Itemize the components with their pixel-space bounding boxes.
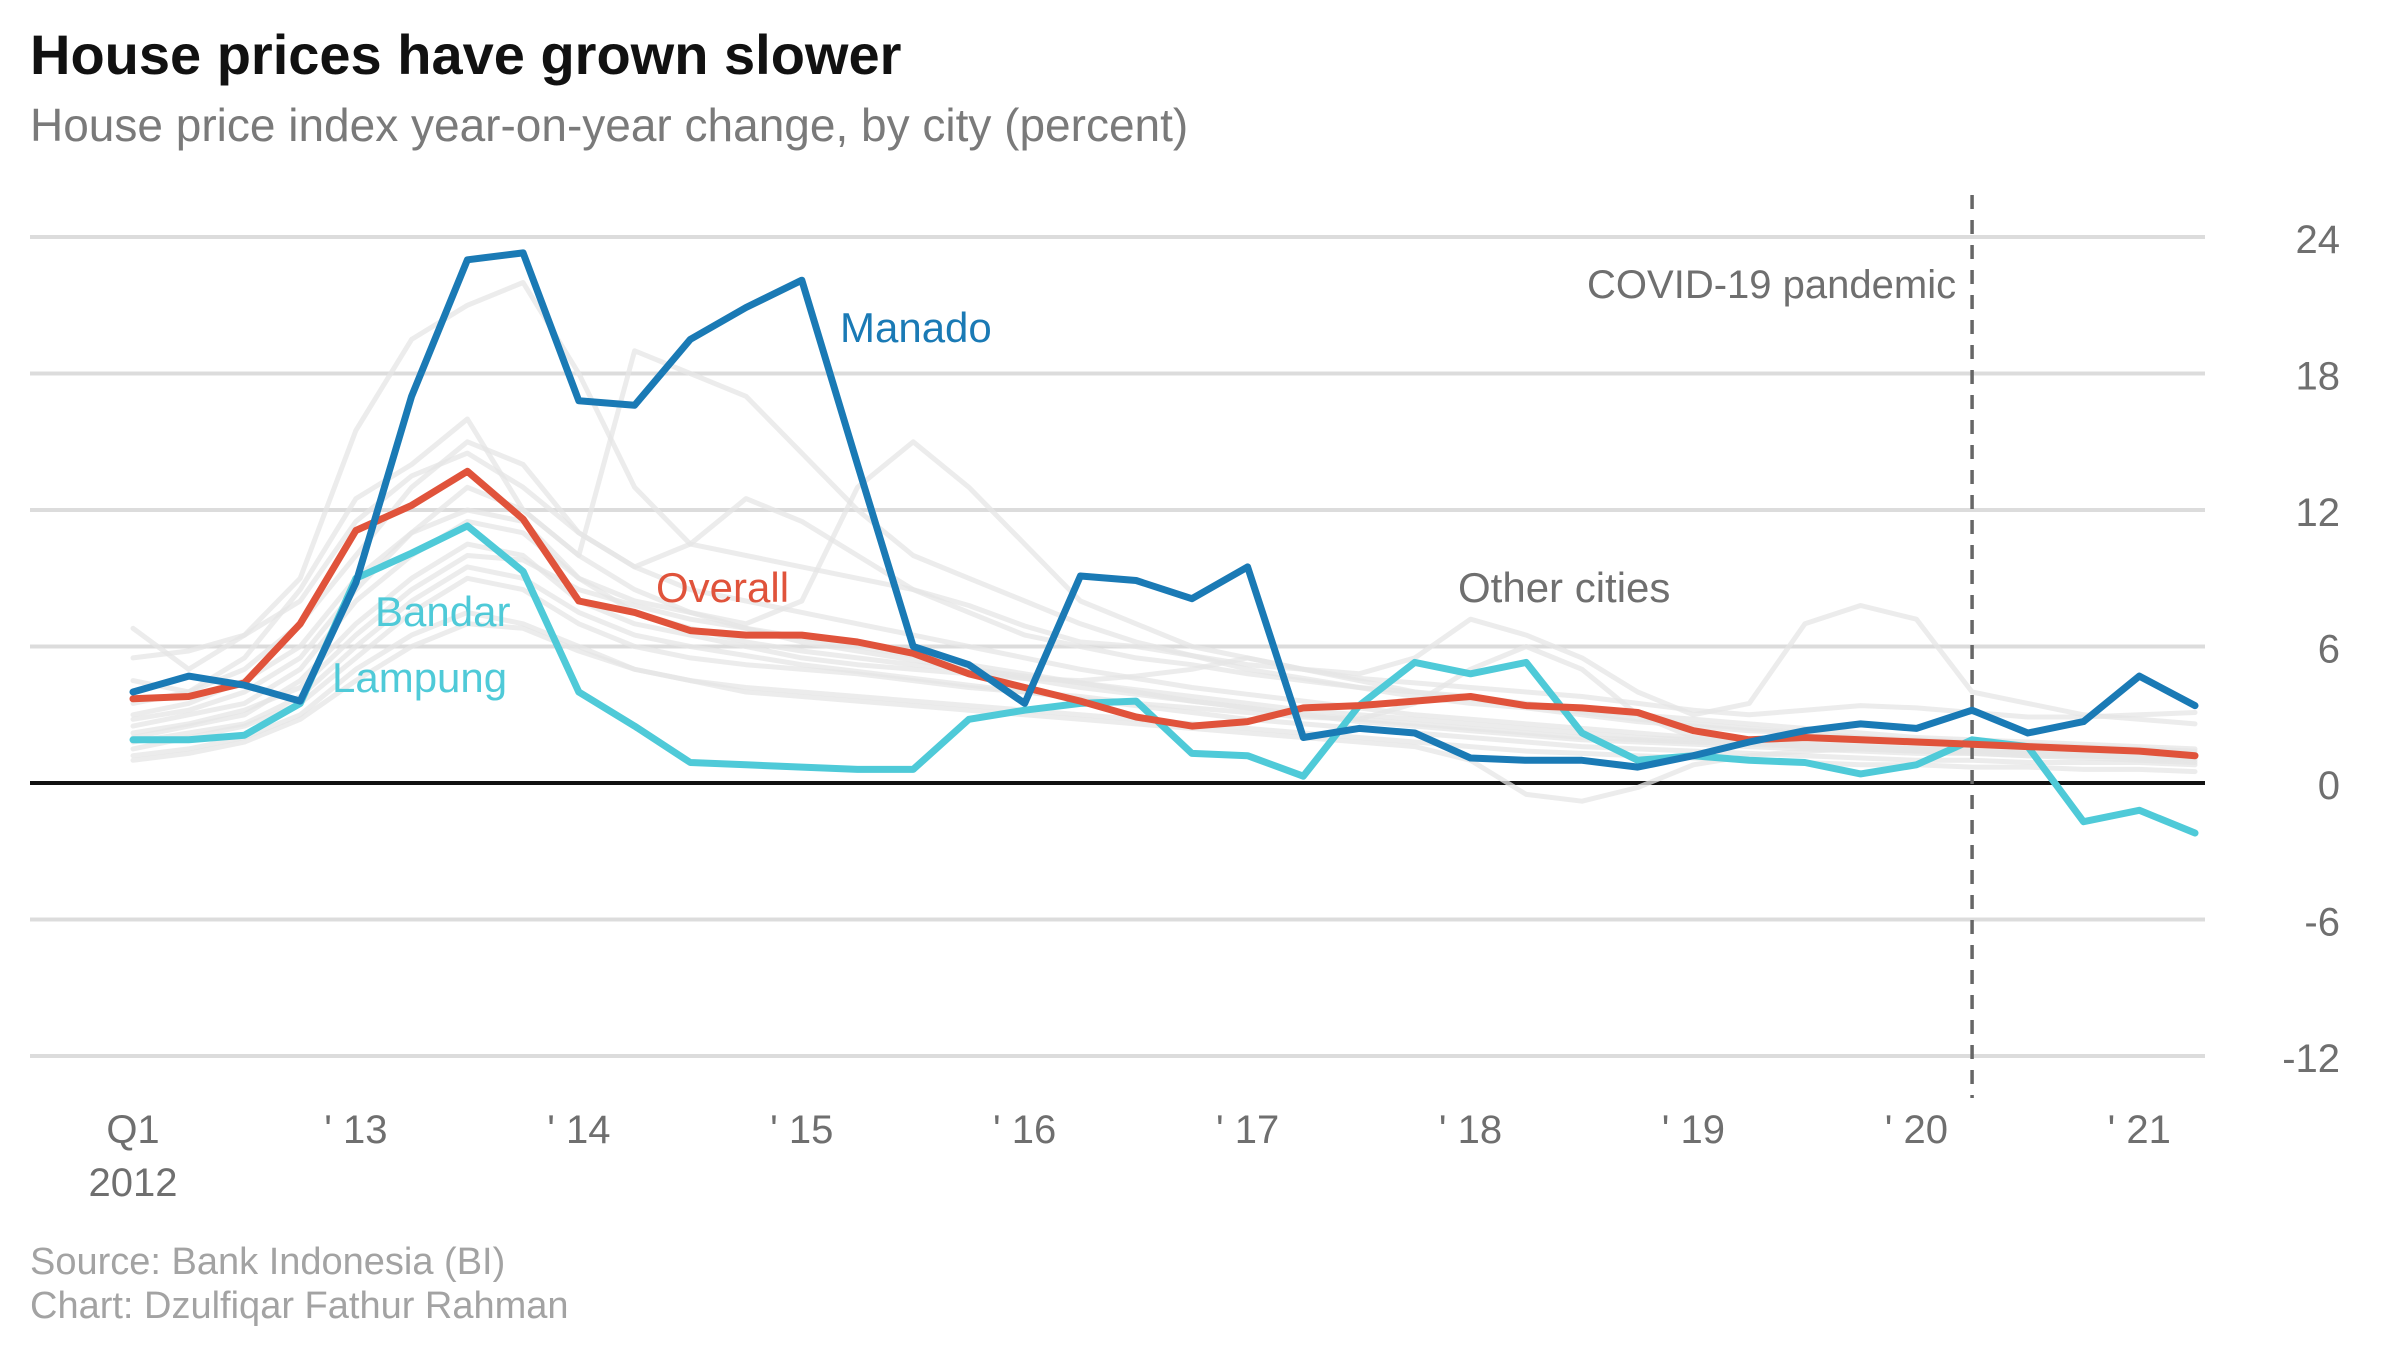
source-line: Source: Bank Indonesia (BI) [30, 1241, 506, 1283]
x-tick-label: ' 16 [993, 1108, 1056, 1152]
other-city-line [130, 450, 2198, 756]
overall-line [129, 467, 2199, 760]
other-cities-label: Other cities [1458, 564, 1670, 611]
bandar-lampung-label: Bandar [375, 588, 510, 635]
covid-label: COVID-19 pandemic [1587, 263, 1956, 307]
y-tick-label: 0 [2318, 764, 2340, 808]
x-tick-label: ' 20 [1885, 1108, 1948, 1152]
credit-line: Chart: Dzulfiqar Fathur Rahman [30, 1285, 569, 1327]
y-tick-label: 24 [2296, 218, 2341, 262]
other-city-line [130, 541, 2198, 740]
x-tick-label: ' 15 [770, 1108, 833, 1152]
other-city-line [130, 564, 2198, 768]
chart-title: House prices have grown slower [30, 23, 902, 86]
x-tick-label: ' 13 [324, 1108, 387, 1152]
x-axis-ticks: Q1 2012 ' 13 ' 14 ' 15 ' 16 ' 17 ' 18 ' 19 ' 20 ' … [89, 1108, 2171, 1205]
series-labels: Manado Overall Bandar Lampung Other cities [332, 304, 1670, 701]
y-tick-label: 18 [2296, 355, 2341, 399]
x-tick-label: ' 19 [1662, 1108, 1725, 1152]
gridlines [30, 235, 2205, 1058]
bandar-lampung-line [129, 522, 2199, 837]
other-city-line [130, 439, 2198, 752]
manado-label: Manado [840, 304, 992, 351]
x-tick-label: Q1 [106, 1108, 159, 1152]
y-tick-label: 6 [2318, 628, 2340, 672]
y-tick-label: -12 [2282, 1037, 2340, 1081]
y-axis-ticks: 24 18 12 6 0 -6 -12 [2282, 218, 2340, 1081]
other-city-line [130, 553, 2198, 761]
y-tick-label: -6 [2304, 901, 2340, 945]
other-city-line [130, 280, 2198, 720]
chart-source: Source: Bank Indonesia (BI) Chart: Dzulf… [30, 1240, 569, 1328]
x-tick-label: ' 14 [547, 1108, 610, 1152]
bandar-lampung-label: Lampung [332, 654, 507, 701]
x-tick-label: ' 17 [1216, 1108, 1279, 1152]
x-tick-label: ' 18 [1439, 1108, 1502, 1152]
other-cities-lines [130, 280, 2198, 804]
chart-subtitle: House price index year-on-year change, b… [30, 99, 1189, 151]
overall-label: Overall [656, 564, 789, 611]
x-tick-sublabel: 2012 [89, 1161, 178, 1205]
covid-annotation: COVID-19 pandemic [1587, 195, 1974, 1098]
y-tick-label: 12 [2296, 491, 2341, 535]
x-tick-label: ' 21 [2108, 1108, 2171, 1152]
manado-line [129, 249, 2199, 771]
highlighted-series [129, 249, 2199, 837]
